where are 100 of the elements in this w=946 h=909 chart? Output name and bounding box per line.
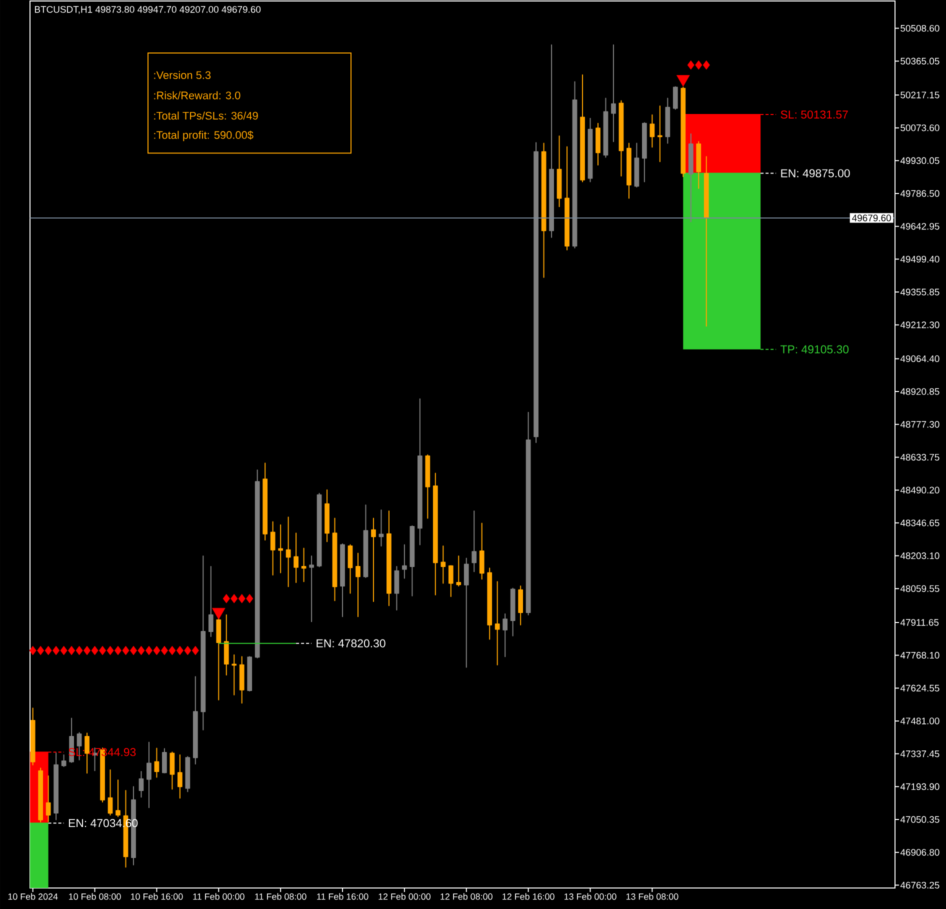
point xyxy=(29,646,36,656)
series-label: TP: 49105.30 xyxy=(780,345,849,354)
candlestick xyxy=(402,544,407,579)
point xyxy=(160,646,168,656)
y-tick-label: 47481.00 xyxy=(900,718,940,724)
candlestick xyxy=(154,748,160,778)
candlestick xyxy=(108,769,113,816)
point xyxy=(76,646,83,656)
candlestick xyxy=(363,504,368,578)
candlestick xyxy=(618,100,624,176)
candlestick xyxy=(549,44,554,238)
y-tick-label: 49064.40 xyxy=(900,355,940,362)
candlestick xyxy=(185,756,190,792)
x-tick-label: 10 Feb 16:00 xyxy=(130,893,183,900)
x-tick-label: 12 Feb 08:00 xyxy=(440,893,492,900)
candlestick xyxy=(456,556,462,586)
point xyxy=(145,646,152,656)
candlestick xyxy=(464,558,469,668)
point xyxy=(37,646,44,656)
point xyxy=(238,594,246,604)
series-label: SL: 50131.57 xyxy=(780,110,848,119)
x-tick-label: 11 Feb 00:00 xyxy=(193,893,244,900)
candlestick xyxy=(494,581,500,666)
candlestick xyxy=(378,510,384,546)
candlestick xyxy=(487,568,492,640)
candlestick xyxy=(502,613,508,658)
y-tick-label: 49499.40 xyxy=(900,256,940,263)
candlestick xyxy=(239,656,244,704)
series-label: EN: 47820.30 xyxy=(316,639,386,648)
candlestick xyxy=(642,122,647,182)
ref-line-label: 49679.60 xyxy=(852,214,891,222)
point xyxy=(702,60,710,70)
x-tick-label: 10 Feb 2024 xyxy=(8,893,58,900)
candlestick xyxy=(38,768,44,822)
point xyxy=(44,646,52,656)
y-tick-label: 48777.30 xyxy=(900,421,940,428)
candlestick xyxy=(294,532,298,584)
candlestick xyxy=(650,114,655,148)
point xyxy=(130,646,138,656)
x-tick-label: 10 Feb 08:00 xyxy=(69,893,121,900)
x-tick-label: 11 Feb 08:00 xyxy=(255,893,306,900)
candlestick xyxy=(440,545,446,584)
candlestick xyxy=(394,566,400,611)
point xyxy=(153,646,160,656)
candlestick xyxy=(247,656,252,692)
y-tick-label: 47337.45 xyxy=(900,750,940,758)
candlestick xyxy=(332,518,338,602)
annotation: :Total profit: 590.00$ xyxy=(154,130,254,142)
point xyxy=(138,646,145,656)
candlestick xyxy=(418,398,422,546)
y-tick-label: 47768.10 xyxy=(900,652,940,659)
candlestick xyxy=(54,752,59,820)
candlestick xyxy=(425,454,430,519)
chart-title: BTCUSDT,H1 49873.80 49947.70 49207.00 49679.60 xyxy=(34,6,261,14)
annotation: :Version 5.3 xyxy=(154,70,211,80)
x-tick-label: 12 Feb 00:00 xyxy=(378,893,431,900)
point xyxy=(168,646,176,656)
y-tick-label: 46763.25 xyxy=(900,882,940,889)
point xyxy=(99,646,106,656)
annotation: :Total TPs/SLs: 36/49 xyxy=(154,112,258,120)
candlestick xyxy=(61,754,66,767)
y-tick-label: 49355.85 xyxy=(900,288,940,296)
candlestick xyxy=(696,141,702,189)
y-tick-label: 47050.35 xyxy=(900,816,940,823)
candlestick xyxy=(556,135,562,208)
candlestick xyxy=(410,525,415,596)
point xyxy=(176,646,184,656)
candlestick xyxy=(603,98,608,158)
point xyxy=(106,646,114,656)
candlestick xyxy=(254,469,260,658)
x-tick-label: 13 Feb 08:00 xyxy=(626,893,678,900)
y-tick-label: 49212.30 xyxy=(900,322,940,328)
candlestick xyxy=(564,146,570,250)
candlestick xyxy=(262,462,268,540)
y-tick-label: 47911.65 xyxy=(900,619,939,626)
candlestick xyxy=(371,518,376,602)
candlestick xyxy=(270,521,276,576)
candlestick xyxy=(432,472,438,596)
candlestick xyxy=(526,412,531,616)
candlestick xyxy=(596,122,600,166)
candlestick xyxy=(510,588,516,636)
candlestick xyxy=(472,510,477,572)
point xyxy=(60,646,68,656)
annotation: :Risk/Reward: 3.0 xyxy=(154,91,240,100)
candlestick xyxy=(301,548,306,582)
candlestick xyxy=(657,105,662,162)
y-tick-label: 50508.60 xyxy=(900,24,940,32)
candlestick xyxy=(286,516,291,588)
candlestick xyxy=(208,566,214,638)
candlestick xyxy=(30,708,36,766)
series-label: EN: 49875.00 xyxy=(781,169,850,178)
candlestick xyxy=(572,81,578,248)
y-tick-label: 47193.90 xyxy=(900,783,940,790)
candlestick xyxy=(634,142,640,188)
point xyxy=(122,646,130,656)
point xyxy=(687,60,694,70)
candlestick xyxy=(611,44,616,142)
y-tick-label: 50365.05 xyxy=(900,58,940,64)
y-tick-label: 47624.55 xyxy=(900,684,940,692)
candlestick xyxy=(356,552,360,618)
